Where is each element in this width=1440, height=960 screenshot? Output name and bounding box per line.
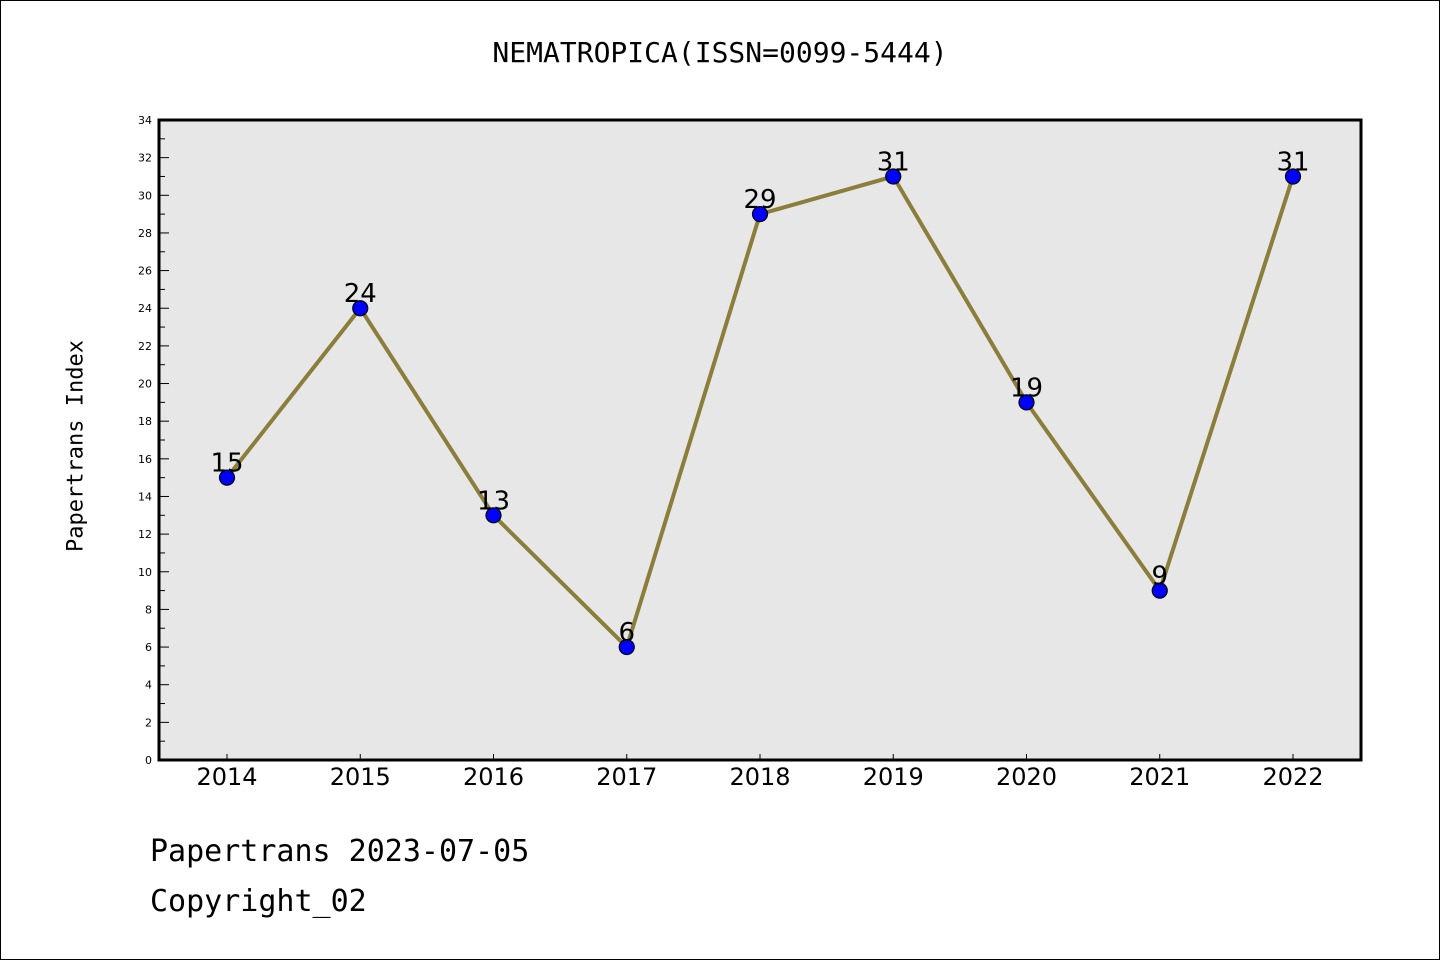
y-tick-label: 4 xyxy=(145,679,152,692)
y-tick-label: 2 xyxy=(145,716,152,729)
x-tick-label: 2014 xyxy=(196,763,257,791)
y-tick-label: 30 xyxy=(138,189,152,202)
data-point xyxy=(885,168,902,185)
footer-copyright: Copyright_02 xyxy=(150,884,367,919)
x-tick-label: 2018 xyxy=(729,763,790,791)
y-tick-label: 8 xyxy=(145,603,152,616)
data-point xyxy=(751,206,769,223)
x-tick-label: 2017 xyxy=(596,763,657,791)
y-tick-label: 16 xyxy=(138,453,152,466)
y-tick-label: 10 xyxy=(138,566,152,579)
data-label: 6 xyxy=(618,618,635,648)
data-point xyxy=(485,507,502,524)
data-point xyxy=(1284,168,1302,185)
plot-area xyxy=(159,120,1361,760)
chart-title: NEMATROPICA(ISSN=0099-5444) xyxy=(492,36,948,69)
x-tick-label: 2015 xyxy=(330,763,391,791)
x-tick-label: 2021 xyxy=(1129,763,1190,791)
y-tick-label: 28 xyxy=(138,227,152,240)
data-label: 24 xyxy=(344,279,377,309)
data-label: 31 xyxy=(1276,147,1309,177)
data-point xyxy=(1151,582,1168,599)
footer-date: Papertrans 2023-07-05 xyxy=(150,834,530,869)
x-tick-label: 2016 xyxy=(463,763,524,791)
x-tick-label: 2019 xyxy=(863,763,924,791)
y-tick-label: 0 xyxy=(145,754,152,767)
plot-border xyxy=(157,118,1363,762)
data-label: 31 xyxy=(877,147,910,177)
data-label: 19 xyxy=(1010,373,1043,403)
x-tick-label: 2022 xyxy=(1262,763,1323,791)
x-axis-ticks: 2014 2015 2016 2017 2018 2019 2020 2021 2022 xyxy=(196,754,1324,791)
y-tick-label: 14 xyxy=(138,490,152,503)
data-label: 15 xyxy=(210,449,243,479)
y-tick-label: 32 xyxy=(138,152,152,165)
series-markers xyxy=(218,168,1302,656)
data-point xyxy=(1018,394,1035,411)
data-label: 9 xyxy=(1151,562,1168,592)
data-label: 29 xyxy=(743,185,776,215)
y-tick-label: 20 xyxy=(138,378,152,391)
data-labels: 15 24 13 6 29 31 19 9 31 xyxy=(210,147,1309,648)
data-label: 13 xyxy=(477,486,510,516)
y-tick-label: 26 xyxy=(138,265,152,278)
y-tick-label: 34 xyxy=(138,114,152,127)
y-tick-label: 18 xyxy=(138,415,152,428)
y-tick-label: 22 xyxy=(138,340,152,353)
data-point xyxy=(218,469,236,486)
data-point xyxy=(352,300,369,317)
x-tick-label: 2020 xyxy=(996,763,1057,791)
y-tick-label: 12 xyxy=(138,528,152,541)
y-tick-label: 6 xyxy=(145,641,152,654)
data-point xyxy=(618,638,635,656)
y-tick-label: 24 xyxy=(138,302,152,315)
